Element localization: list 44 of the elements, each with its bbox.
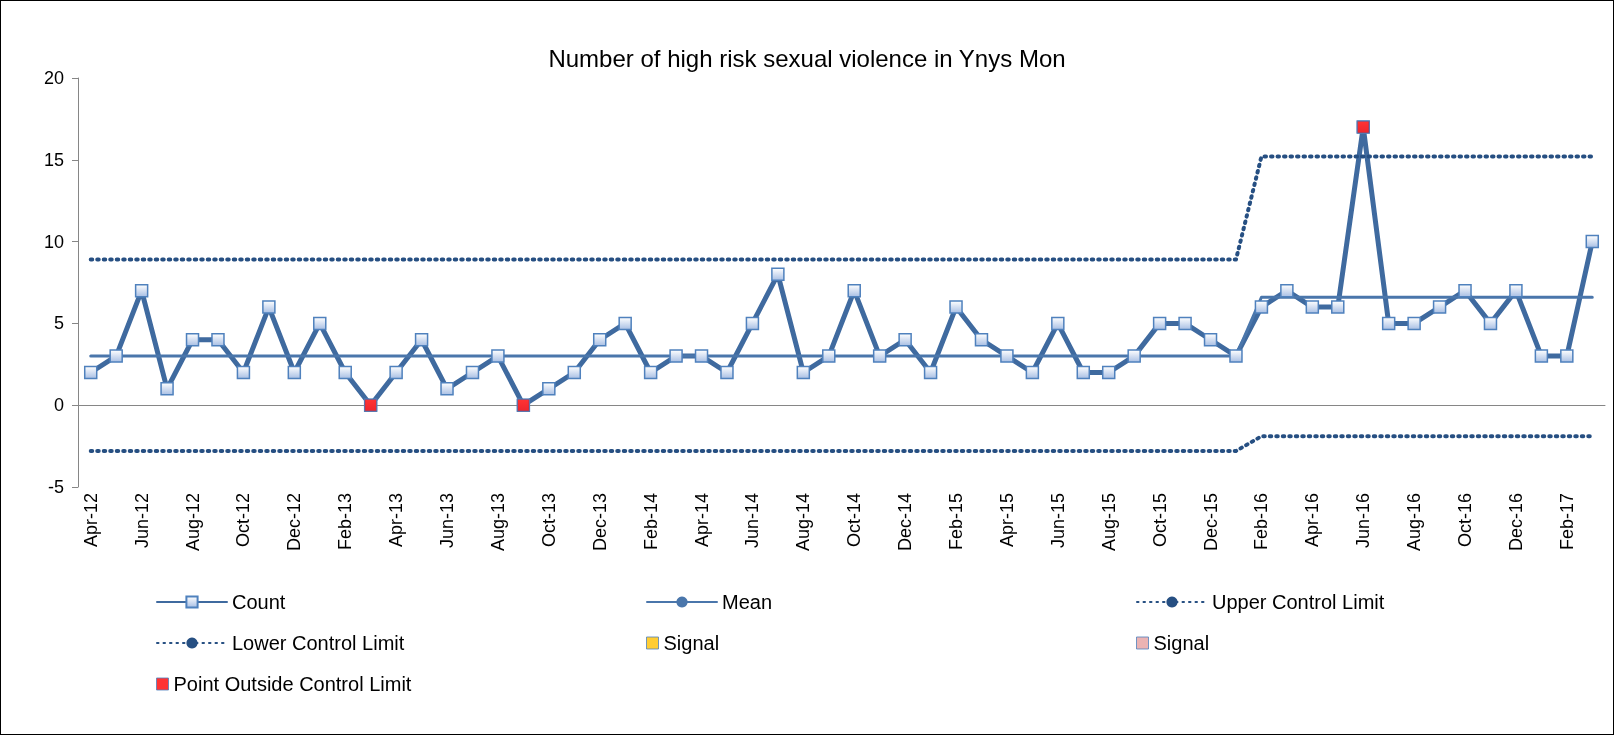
x-tick-label: Dec-14 — [895, 493, 916, 552]
y-tick-label: 15 — [43, 149, 64, 170]
x-tick-label: Oct-13 — [538, 493, 559, 548]
x-tick-label: Aug-14 — [793, 493, 814, 552]
y-tick-label: 20 — [43, 68, 64, 88]
x-tick-label: Oct-15 — [1149, 493, 1170, 548]
x-tick-label: Dec-15 — [1200, 493, 1221, 552]
y-tick-label: 5 — [53, 313, 64, 334]
x-tick-label: Aug-13 — [487, 493, 508, 552]
legend-label: Count — [232, 591, 286, 613]
x-tick-label: Jun-13 — [437, 493, 458, 549]
x-tick-label: Jun-14 — [742, 493, 763, 549]
x-tick-label: Apr-13 — [386, 493, 407, 548]
x-tick-label: Feb-14 — [640, 493, 661, 551]
x-tick-label: Oct-12 — [233, 493, 254, 548]
x-tick-label: Apr-15 — [996, 493, 1017, 548]
x-tick-label: Dec-16 — [1505, 493, 1526, 552]
x-tick-label: Jun-15 — [1047, 493, 1068, 549]
x-tick-label: Jun-12 — [131, 493, 152, 549]
x-tick-label: Apr-14 — [691, 493, 712, 548]
x-tick-label: Feb-16 — [1251, 493, 1272, 551]
x-tick-label: Oct-14 — [844, 493, 865, 548]
x-tick-label: Jun-16 — [1353, 493, 1374, 549]
x-tick-label: Feb-15 — [946, 493, 967, 551]
y-tick-label: 10 — [43, 231, 64, 252]
legend-label: Point Outside Control Limit — [173, 673, 412, 695]
y-tick-label: -5 — [47, 477, 64, 497]
x-tick-label: Feb-13 — [335, 493, 356, 551]
x-tick-label: Apr-12 — [80, 493, 101, 548]
legend-label: Upper Control Limit — [1212, 591, 1385, 613]
x-tick-label: Dec-12 — [284, 493, 305, 552]
y-tick-label: 0 — [53, 395, 64, 416]
x-tick-label: Aug-12 — [182, 493, 203, 552]
x-tick-label: Feb-17 — [1556, 493, 1577, 551]
x-tick-label: Aug-15 — [1098, 493, 1119, 552]
x-tick-label: Dec-13 — [589, 493, 610, 552]
chart-title: Number of high risk sexual violence in Ynys Mon — [548, 44, 1066, 72]
x-tick-label: Oct-16 — [1455, 493, 1476, 548]
x-tick-label: Apr-16 — [1302, 493, 1323, 548]
legend-label: Mean — [722, 591, 773, 613]
legend-label: Lower Control Limit — [232, 632, 405, 654]
x-tick-label: Aug-16 — [1404, 493, 1425, 552]
legend-label: Signal — [1153, 632, 1210, 654]
legend-label: Signal — [663, 632, 720, 654]
